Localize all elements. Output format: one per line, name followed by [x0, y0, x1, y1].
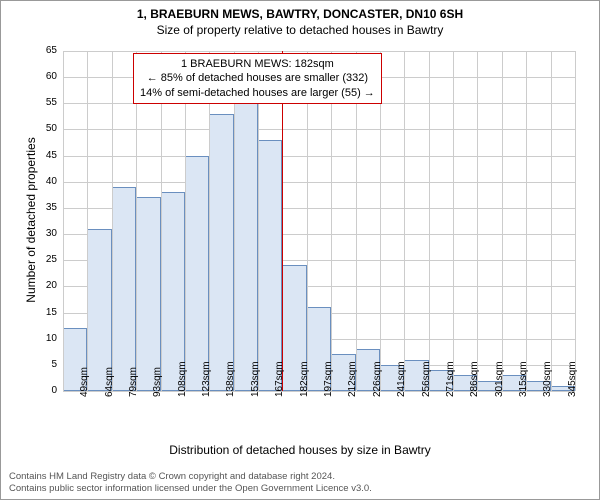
gridline: [551, 51, 552, 391]
x-tick-label: 315sqm: [518, 361, 529, 397]
chart-title-sub: Size of property relative to detached ho…: [1, 23, 599, 37]
y-tick-label: 25: [33, 254, 57, 265]
y-tick-label: 60: [33, 71, 57, 82]
x-tick-label: 79sqm: [128, 367, 139, 397]
y-tick-label: 65: [33, 45, 57, 56]
x-tick-label: 345sqm: [567, 361, 578, 397]
y-tick-label: 10: [33, 333, 57, 344]
x-tick-label: 212sqm: [347, 361, 358, 397]
x-tick-label: 93sqm: [152, 367, 163, 397]
y-tick-label: 0: [33, 385, 57, 396]
x-tick-label: 167sqm: [274, 361, 285, 397]
gridline: [477, 51, 478, 391]
y-tick-label: 20: [33, 280, 57, 291]
histogram-bar: [136, 197, 160, 391]
annotation-line-3: 14% of semi-detached houses are larger (…: [140, 86, 375, 100]
gridline: [112, 51, 113, 391]
x-axis-label: Distribution of detached houses by size …: [1, 443, 599, 457]
gridline: [575, 51, 576, 391]
y-tick-label: 5: [33, 359, 57, 370]
y-tick-label: 40: [33, 176, 57, 187]
x-tick-label: 64sqm: [104, 367, 115, 397]
gridline: [63, 156, 575, 157]
x-tick-label: 153sqm: [250, 361, 261, 397]
x-tick-label: 301sqm: [494, 361, 505, 397]
footer-attribution: Contains HM Land Registry data © Crown c…: [9, 471, 372, 495]
gridline: [404, 51, 405, 391]
histogram-bar: [258, 140, 282, 391]
y-tick-label: 35: [33, 202, 57, 213]
gridline: [502, 51, 503, 391]
reference-annotation: 1 BRAEBURN MEWS: 182sqm ← 85% of detache…: [133, 53, 382, 104]
annotation-line-2: ← 85% of detached houses are smaller (33…: [140, 71, 375, 85]
gridline: [63, 51, 64, 391]
x-tick-label: 271sqm: [445, 361, 456, 397]
x-tick-label: 286sqm: [469, 361, 480, 397]
y-tick-label: 55: [33, 97, 57, 108]
x-tick-label: 108sqm: [177, 361, 188, 397]
gridline: [526, 51, 527, 391]
x-tick-label: 241sqm: [396, 361, 407, 397]
annotation-line-1: 1 BRAEBURN MEWS: 182sqm: [140, 57, 375, 71]
gridline: [429, 51, 430, 391]
histogram-bar: [234, 103, 258, 391]
x-tick-label: 226sqm: [372, 361, 383, 397]
x-tick-label: 49sqm: [79, 367, 90, 397]
x-tick-label: 123sqm: [201, 361, 212, 397]
histogram-bar: [112, 187, 136, 391]
histogram-bar: [209, 114, 233, 391]
gridline: [63, 51, 575, 52]
x-tick-label: 182sqm: [299, 361, 310, 397]
y-tick-label: 45: [33, 150, 57, 161]
x-tick-label: 256sqm: [421, 361, 432, 397]
x-tick-label: 197sqm: [323, 361, 334, 397]
x-tick-label: 138sqm: [225, 361, 236, 397]
x-tick-label: 330sqm: [542, 361, 553, 397]
gridline: [87, 51, 88, 391]
gridline: [63, 129, 575, 130]
footer-line-1: Contains HM Land Registry data © Crown c…: [9, 471, 372, 483]
chart-title-main: 1, BRAEBURN MEWS, BAWTRY, DONCASTER, DN1…: [1, 7, 599, 21]
y-tick-label: 15: [33, 307, 57, 318]
y-tick-label: 50: [33, 123, 57, 134]
gridline: [63, 182, 575, 183]
y-tick-label: 30: [33, 228, 57, 239]
footer-line-2: Contains public sector information licen…: [9, 483, 372, 495]
histogram-bar: [185, 156, 209, 391]
gridline: [453, 51, 454, 391]
chart-container: { "titles": { "main": "1, BRAEBURN MEWS,…: [0, 0, 600, 500]
